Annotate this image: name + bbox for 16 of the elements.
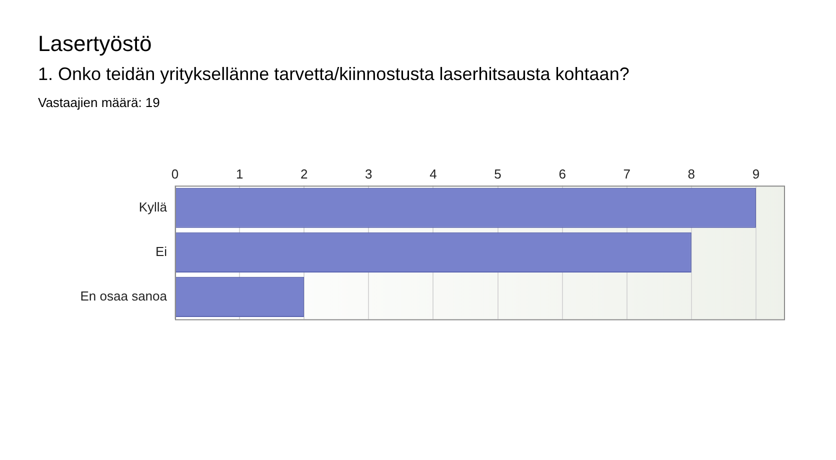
y-tick-label: En osaa sanoa <box>80 288 168 304</box>
x-tick-label: 7 <box>623 166 630 182</box>
x-tick-label: 1 <box>236 166 244 182</box>
x-tick-label: 4 <box>430 166 437 182</box>
x-tick-label: 9 <box>752 166 760 182</box>
x-tick-label: 2 <box>300 166 308 182</box>
y-tick-label: Kyllä <box>138 199 168 214</box>
chart-title: Lasertyöstö <box>38 31 152 57</box>
x-tick-label: 5 <box>494 166 502 182</box>
text: Vastaajien määrä: 19 <box>38 95 160 110</box>
x-tick-label: 6 <box>558 166 566 182</box>
x-tick-label: 8 <box>688 166 696 182</box>
x-tick-label: 0 <box>171 166 179 182</box>
x-tick-label: 3 <box>365 166 372 182</box>
chart-subtitle: 1. Onko teidän yrityksellänne tarvetta/kiinnostusta laserhitsausta kohtaan? <box>38 64 630 85</box>
y-tick-label: Ei <box>155 244 168 259</box>
